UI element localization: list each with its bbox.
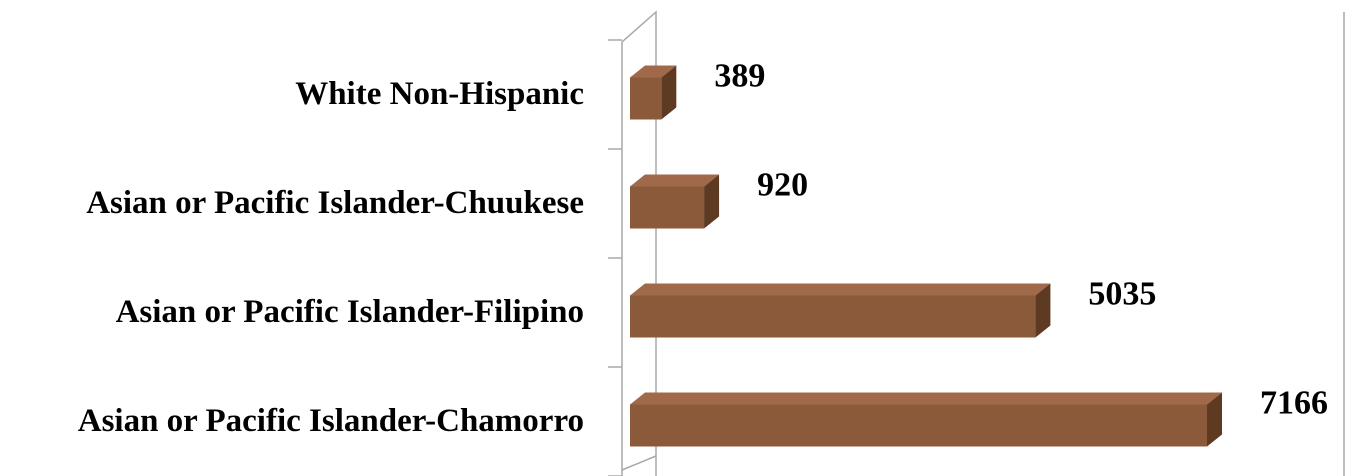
bar-front-face bbox=[630, 404, 1207, 447]
category-label: Asian or Pacific Islander-Filipino bbox=[116, 294, 584, 330]
bar-end-face bbox=[704, 174, 720, 229]
value-label: 920 bbox=[757, 166, 808, 203]
bars bbox=[630, 65, 1222, 447]
bar-top-face bbox=[630, 174, 720, 187]
bar-top-face bbox=[630, 392, 1222, 405]
category-labels: White Non-Hispanic Asian or Pacific Islan… bbox=[78, 76, 584, 439]
value-labels: 389 920 5035 7166 bbox=[714, 57, 1328, 421]
bar-front-face bbox=[630, 186, 705, 229]
bar-2 bbox=[630, 174, 720, 229]
bar-top-face bbox=[630, 65, 677, 78]
value-label: 7166 bbox=[1260, 384, 1328, 421]
bar-end-face bbox=[1207, 392, 1222, 447]
value-label: 5035 bbox=[1088, 275, 1156, 312]
floor-edge bbox=[621, 455, 657, 471]
bar-top-face bbox=[630, 283, 1051, 296]
category-label: White Non-Hispanic bbox=[295, 76, 584, 112]
axis-wall bbox=[621, 10, 657, 476]
category-label: Asian or Pacific Islander-Chamorro bbox=[78, 403, 584, 439]
bar-end-face bbox=[661, 65, 677, 120]
value-label: 389 bbox=[714, 57, 765, 94]
chart-walls bbox=[621, 10, 1345, 476]
bar-3 bbox=[630, 283, 1051, 338]
bar-front-face bbox=[630, 295, 1036, 338]
bar-1 bbox=[630, 65, 677, 120]
bar-end-face bbox=[1035, 283, 1051, 338]
category-label: Asian or Pacific Islander-Chuukese bbox=[86, 185, 584, 221]
bar-front-face bbox=[630, 77, 662, 120]
axis-ticks bbox=[608, 39, 622, 476]
bar-4 bbox=[630, 392, 1222, 447]
